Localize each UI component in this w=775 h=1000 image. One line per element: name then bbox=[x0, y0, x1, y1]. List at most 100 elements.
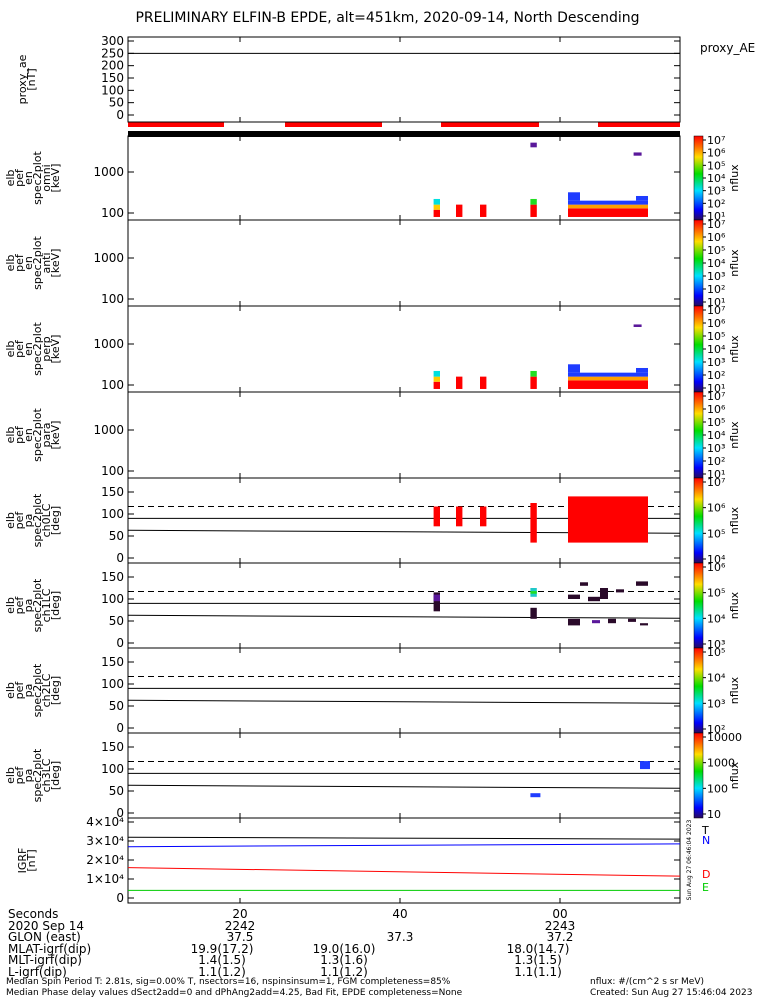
ephemeris-value: 19.0(16.0) bbox=[312, 941, 376, 956]
cbar-tick-label: 10³ bbox=[707, 356, 725, 369]
ylabel-line: [keV] bbox=[49, 335, 62, 364]
status-bar-2 bbox=[441, 122, 539, 127]
igrf-total-line bbox=[127, 836, 681, 840]
spec-cell bbox=[636, 195, 648, 201]
y-tick-label: 150 bbox=[101, 485, 124, 499]
cbar-label: nflux bbox=[728, 335, 741, 363]
cbar-tick-label: 10³ bbox=[707, 638, 725, 651]
cbar-label: nflux bbox=[728, 506, 741, 534]
y-tick-label: 100 bbox=[101, 464, 124, 478]
ylabel-line: [keV] bbox=[49, 249, 62, 278]
igrf-sidebar-text: Sun Aug 27 06:46:04 2023 bbox=[686, 820, 693, 901]
cbar-tick-label: 10¹ bbox=[707, 468, 725, 481]
proxy-ae-legend: proxy_AE bbox=[700, 41, 755, 55]
spec-cell bbox=[433, 209, 440, 217]
ylabel-line: [deg] bbox=[49, 591, 62, 620]
pa-cell bbox=[592, 620, 600, 624]
spec-cell bbox=[568, 200, 648, 205]
pa-cell bbox=[568, 594, 580, 599]
spec-cell bbox=[433, 370, 440, 377]
panel-proxy_ae-ylabel: proxy_ae[nT] bbox=[16, 54, 38, 104]
spec-cell bbox=[568, 372, 648, 377]
y-tick-label: 50 bbox=[109, 784, 124, 798]
pa-cell bbox=[580, 582, 588, 586]
ephemeris-value: 20 bbox=[232, 907, 248, 921]
status-black-bar bbox=[128, 131, 680, 137]
y-tick-label: 50 bbox=[109, 529, 124, 543]
cbar-label: nflux bbox=[728, 591, 741, 619]
cbar-tick-label: 10⁵ bbox=[707, 330, 725, 343]
cbar-tick-label: 10⁴ bbox=[707, 553, 726, 566]
ylabel-line: elb bbox=[4, 682, 17, 699]
spec-cell bbox=[568, 208, 648, 217]
y-tick-label: 0 bbox=[116, 551, 124, 565]
pa-cell bbox=[636, 581, 648, 586]
y-tick-label: 100 bbox=[101, 292, 124, 306]
ylabel-line: spec2plot bbox=[31, 578, 44, 632]
ylabel-line: pa bbox=[22, 599, 35, 613]
ephemeris-value: 1.3(1.5) bbox=[514, 953, 562, 967]
spec-cell bbox=[568, 204, 648, 209]
y-tick-label: 0 bbox=[116, 891, 124, 905]
cbar-label: nflux bbox=[728, 249, 741, 277]
ylabel-line: spec2plot bbox=[31, 663, 44, 717]
y-tick-label: 3×10⁴ bbox=[86, 834, 124, 848]
ephemeris-value: 37.3 bbox=[386, 930, 414, 944]
cbar-label: nflux bbox=[728, 676, 741, 704]
y-tick-label: 1000 bbox=[93, 337, 124, 351]
y-tick-label: 0 bbox=[116, 721, 124, 735]
cbar-tick-label: 10⁵ bbox=[707, 416, 725, 429]
pa-cell bbox=[640, 623, 648, 626]
y-tick-label: 100 bbox=[101, 507, 124, 521]
cbar-tick-label: 10⁷ bbox=[707, 304, 725, 317]
ephemeris-value: 1.1(1.2) bbox=[198, 964, 246, 979]
ylabel-line: elb bbox=[4, 341, 17, 358]
ephemeris-value: 2242 bbox=[224, 918, 256, 933]
cbar-label: nflux bbox=[728, 164, 741, 192]
ylabel-line: pef bbox=[13, 681, 26, 700]
ylabel-line: elb bbox=[4, 170, 17, 187]
colorbar-omni bbox=[693, 135, 704, 221]
cbar-tick-label: 10² bbox=[707, 369, 725, 382]
cbar-tick-label: 100 bbox=[707, 782, 728, 795]
ylabel-line: ch0LC bbox=[40, 503, 53, 537]
row-label-mlt: MLT-igrf(dip) bbox=[8, 953, 82, 967]
pa-cell bbox=[433, 592, 440, 612]
cbar-tick-label: 10⁴ bbox=[707, 257, 726, 270]
ephemeris-value: 00 bbox=[552, 907, 568, 921]
ylabel-line: [keV] bbox=[49, 164, 62, 193]
pa-cell bbox=[588, 596, 600, 602]
spec-cell bbox=[636, 367, 648, 373]
row-label-date: 2020 Sep 14 bbox=[8, 918, 85, 933]
row-label-l: L-igrf(dip) bbox=[8, 964, 67, 979]
panel-anti-frame bbox=[127, 219, 681, 307]
y-tick-label: 50 bbox=[109, 96, 124, 110]
cbar-tick-label: 10⁷ bbox=[707, 134, 725, 147]
ephemeris-value: 1.1(1.1) bbox=[514, 964, 562, 979]
footer-phase-info: Median Phase delay values dSect2add=0 an… bbox=[6, 988, 463, 998]
plot-title: PRELIMINARY ELFIN-B EPDE, alt=451km, 202… bbox=[135, 10, 640, 26]
panel-proxy_ae-frame bbox=[127, 36, 681, 123]
y-tick-label: 0 bbox=[116, 108, 124, 122]
cbar-tick-label: 10⁵ bbox=[707, 527, 725, 540]
cbar-tick-label: 10³ bbox=[707, 185, 725, 198]
y-tick-label: 50 bbox=[109, 699, 124, 713]
ylabel-line: [deg] bbox=[49, 676, 62, 705]
pa-cell bbox=[433, 506, 440, 527]
pa-cell bbox=[433, 594, 440, 602]
panel-ch2LC-yticks: 150 100 50 0 bbox=[101, 655, 680, 735]
ylabel-line: anti bbox=[40, 252, 53, 273]
colorbar-perp bbox=[693, 305, 704, 393]
y-tick-label: 300 bbox=[101, 34, 124, 48]
cbar-tick-label: 10⁷ bbox=[707, 218, 725, 231]
spec-cell bbox=[568, 376, 648, 381]
ylabel-line: elb bbox=[4, 767, 17, 784]
y-tick-label: 100 bbox=[101, 83, 124, 97]
cbar-tick-label: 10⁴ bbox=[707, 672, 726, 685]
cbar-tick-label: 10⁶ bbox=[707, 561, 726, 574]
y-tick-label: 100 bbox=[101, 762, 124, 776]
y-tick-label: 100 bbox=[101, 378, 124, 392]
igrf-n-line bbox=[127, 843, 681, 848]
panel-para-frame bbox=[127, 391, 681, 479]
y-tick-label: 0 bbox=[116, 636, 124, 650]
